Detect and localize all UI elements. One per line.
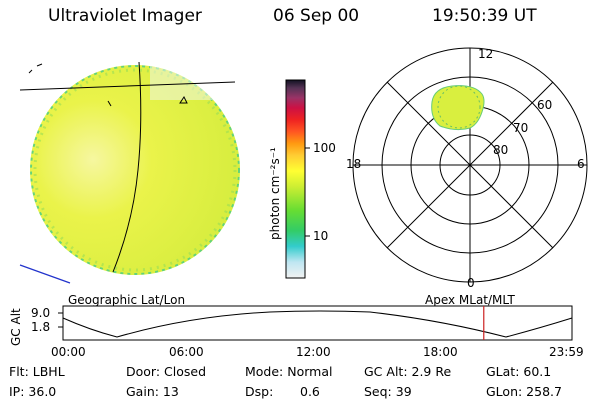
color-bar-gradient [285, 79, 306, 279]
color-bar-label-100: 100 [313, 141, 336, 155]
tick-mark-c [107, 100, 112, 107]
auroral-oval [431, 85, 485, 131]
orbit-left-title: Geographic Lat/Lon [68, 293, 186, 307]
mlt-label-6: 6 [577, 157, 585, 171]
status-gain: Gain: 13 [126, 384, 179, 399]
time-label: 19:50:39 UT [432, 6, 537, 26]
orbit-xtick-label-2359: 23:59 [549, 345, 584, 359]
orbit-xtick-label-0600: 06:00 [169, 345, 204, 359]
color-bar-label-10: 10 [313, 229, 329, 243]
mlt-label-12: 12 [478, 47, 494, 61]
tick-mark-a [28, 69, 33, 74]
date-label: 06 Sep 00 [273, 6, 360, 26]
auroral-oval-edge [437, 85, 481, 129]
mlt-label-18: 18 [346, 157, 362, 171]
instrument-title: Ultraviolet Imager [48, 6, 202, 26]
status-dsp-label: Dsp: [245, 384, 274, 399]
meridian-line [112, 61, 142, 273]
status-mode: Mode: Normal [245, 364, 333, 379]
status-filter: Flt: LBHL [9, 364, 65, 379]
orbit-xtick-label-1200: 12:00 [296, 345, 331, 359]
status-glat: GLat: 60.1 [486, 364, 552, 379]
orbit-panel-frame [62, 305, 573, 341]
status-door: Door: Closed [126, 364, 207, 379]
earth-disk-image [19, 61, 240, 284]
orbit-ytick-label-1.8: 1.8 [31, 320, 51, 334]
lat-label-60: 60 [537, 98, 553, 112]
tick-mark-d [179, 96, 188, 104]
orbit-xtick-label-0000: 00:00 [51, 345, 86, 359]
orbit-right-title: Apex MLat/MLT [425, 293, 515, 307]
polar-diagonal-b [386, 81, 554, 249]
orbit-altitude-curve [62, 310, 573, 338]
mlt-label-0: 0 [467, 276, 475, 290]
color-bar-unit-label: photon cm⁻²s⁻¹ [268, 147, 282, 240]
status-seq: Seq: 39 [364, 384, 412, 399]
orbit-panel [58, 305, 573, 341]
status-dsp-value: 0.6 [300, 384, 320, 399]
status-glon: GLon: 258.7 [486, 384, 562, 399]
status-gc-alt: GC Alt: 2.9 Re [364, 364, 452, 379]
lat-label-80: 80 [493, 143, 509, 157]
tick-mark-b [36, 63, 43, 67]
orbit-axis-label: GC Alt [9, 308, 23, 346]
earth-disk [30, 65, 240, 275]
orbit-xtick-label-1800: 18:00 [423, 345, 458, 359]
orbit-ytick-label-9: 9.0 [31, 306, 51, 320]
limb-top-line [19, 81, 236, 91]
edge-line [19, 264, 71, 284]
status-ip: IP: 36.0 [9, 384, 57, 399]
polar-plot [352, 47, 588, 283]
color-bar [285, 79, 310, 279]
lat-label-70: 70 [513, 121, 529, 135]
